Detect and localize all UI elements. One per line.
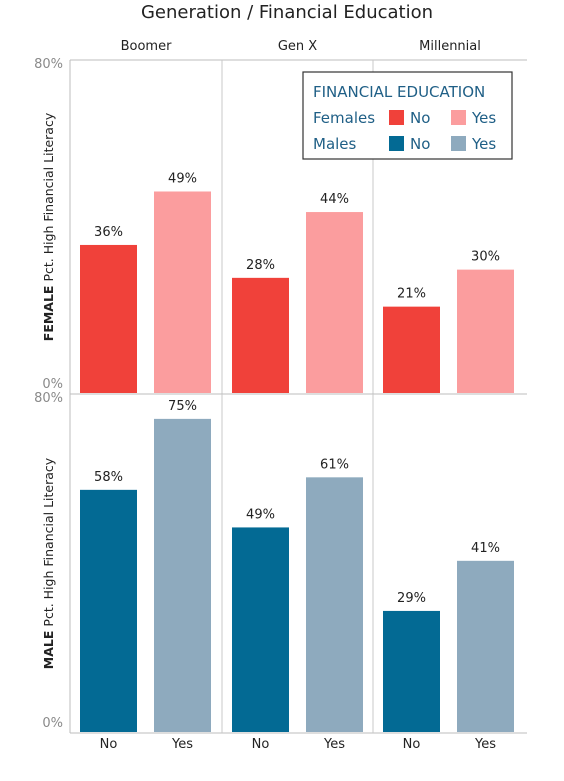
legend-item-label: No <box>410 109 430 127</box>
data-label: 28% <box>246 258 275 273</box>
x-tick-label: Yes <box>171 737 193 752</box>
bar-female-millennial-no <box>383 306 440 393</box>
y-tick-max: 80% <box>34 391 63 406</box>
legend-item-label: Yes <box>471 109 496 127</box>
data-label: 49% <box>168 171 197 186</box>
bar-male-boomer-no <box>80 489 137 732</box>
legend-swatch <box>389 110 404 125</box>
y-axis-title: Pct. High Financial Literacy <box>41 457 56 630</box>
legend: FINANCIAL EDUCATION Females No Yes Males No Ye… <box>302 71 513 160</box>
data-label: 41% <box>471 541 500 556</box>
bar-female-gen-x-no <box>232 277 289 393</box>
panel-female: 80% 0% FEMALE Pct. High Financial Literacy… <box>34 57 527 395</box>
x-tick-label: Yes <box>323 737 345 752</box>
legend-swatch <box>451 110 466 125</box>
bar-female-millennial-yes <box>457 269 514 393</box>
legend-row-label: Females <box>313 109 375 127</box>
legend-swatch <box>451 136 466 151</box>
y-axis-title: Pct. High Financial Literacy <box>41 112 56 285</box>
data-label: 49% <box>246 507 275 522</box>
data-label: 21% <box>397 287 426 302</box>
y-tick-min: 0% <box>42 716 63 731</box>
bar-male-boomer-yes <box>154 418 211 732</box>
x-tick-label: No <box>252 737 270 752</box>
legend-item-label: Yes <box>471 135 496 153</box>
legend-swatch <box>389 136 404 151</box>
data-label: 29% <box>397 591 426 606</box>
x-tick-label: Yes <box>474 737 496 752</box>
gender-label: MALE <box>41 631 56 670</box>
bar-male-millennial-yes <box>457 560 514 732</box>
bar-male-gen-x-no <box>232 527 289 732</box>
legend-item-label: No <box>410 135 430 153</box>
bar-female-boomer-yes <box>154 191 211 393</box>
data-label: 58% <box>94 470 123 485</box>
bar-male-gen-x-yes <box>306 477 363 732</box>
legend-box <box>302 71 513 160</box>
data-label: 30% <box>471 250 500 265</box>
gender-label: FEMALE <box>41 286 56 342</box>
y-axis-label-female: FEMALE Pct. High Financial Literacy <box>41 112 56 341</box>
y-tick-min: 0% <box>42 377 63 392</box>
generation-header-gen-x: Gen X <box>278 39 317 54</box>
data-label: 61% <box>320 457 349 472</box>
y-tick-max: 80% <box>34 57 63 72</box>
bar-female-boomer-no <box>80 244 137 393</box>
data-label: 75% <box>168 399 197 414</box>
x-tick-label: No <box>403 737 421 752</box>
panel-male: 80% 0% MALE Pct. High Financial Literacy 58… <box>34 391 527 734</box>
bar-female-gen-x-yes <box>306 212 363 393</box>
generation-header-boomer: Boomer <box>121 39 172 54</box>
bar-male-millennial-no <box>383 610 440 732</box>
data-label: 44% <box>320 192 349 207</box>
y-axis-label-male: MALE Pct. High Financial Literacy <box>41 457 56 669</box>
legend-row-label: Males <box>313 135 357 153</box>
chart-title: Generation / Financial Education <box>141 2 433 23</box>
legend-title: FINANCIAL EDUCATION <box>313 83 485 101</box>
generation-header-millennial: Millennial <box>419 39 481 54</box>
data-label: 36% <box>94 225 123 240</box>
x-tick-label: No <box>100 737 118 752</box>
